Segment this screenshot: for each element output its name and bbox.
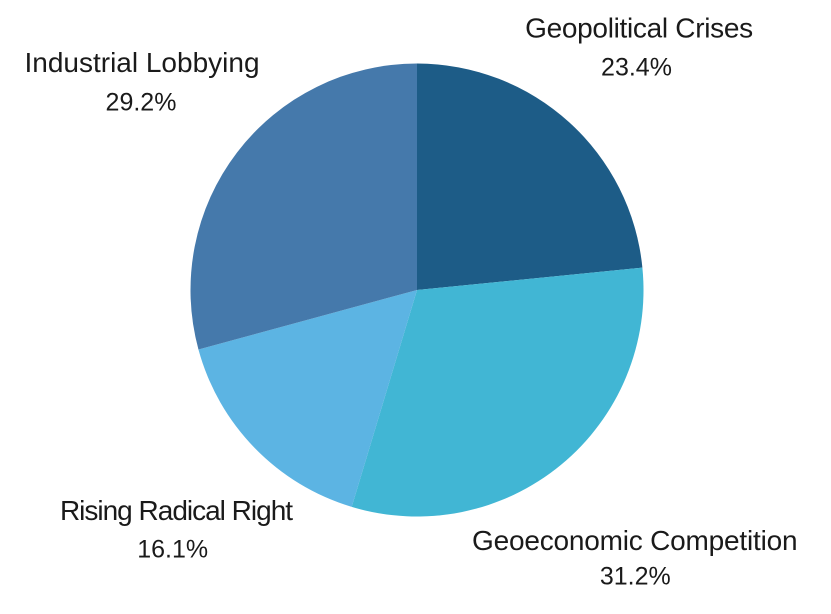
svg-text:Geopolitical Crises: Geopolitical Crises [525, 13, 753, 44]
svg-text:29.2%: 29.2% [106, 88, 177, 116]
svg-text:16.1%: 16.1% [137, 535, 208, 563]
svg-text:Geoeconomic Competition: Geoeconomic Competition [472, 525, 797, 556]
svg-text:Industrial Lobbying: Industrial Lobbying [24, 47, 259, 78]
svg-text:Rising Radical Right: Rising Radical Right [60, 495, 293, 526]
svg-text:31.2%: 31.2% [600, 563, 671, 591]
svg-text:23.4%: 23.4% [601, 54, 672, 82]
